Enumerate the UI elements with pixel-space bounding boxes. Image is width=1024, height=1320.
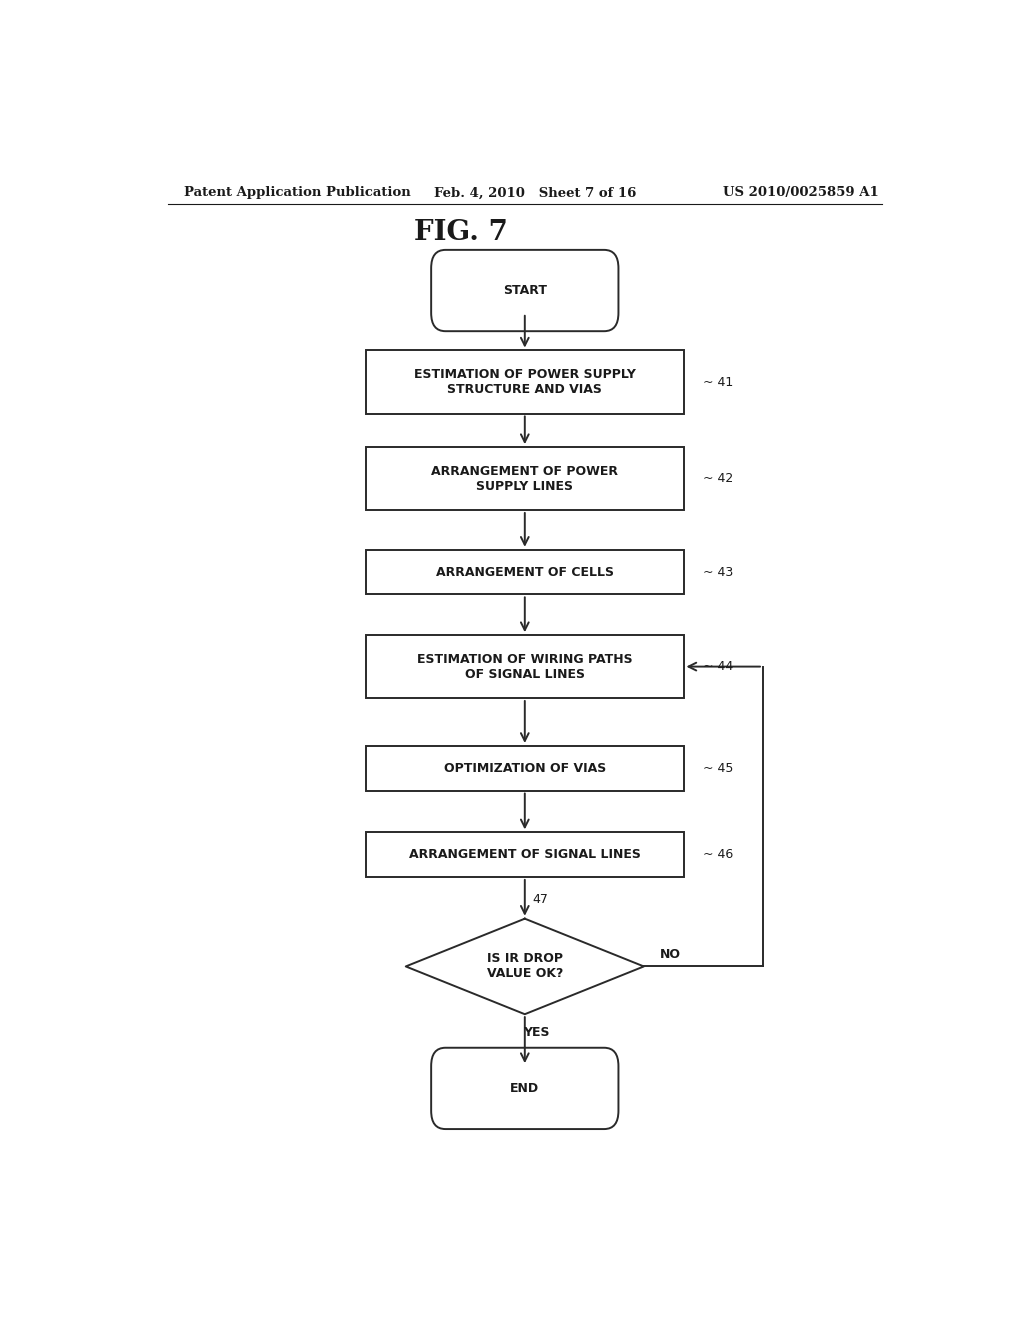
Text: ~ 42: ~ 42 — [703, 473, 733, 484]
Text: ARRANGEMENT OF POWER
SUPPLY LINES: ARRANGEMENT OF POWER SUPPLY LINES — [431, 465, 618, 492]
FancyBboxPatch shape — [367, 833, 684, 876]
FancyBboxPatch shape — [431, 249, 618, 331]
FancyBboxPatch shape — [367, 746, 684, 791]
FancyBboxPatch shape — [367, 549, 684, 594]
Polygon shape — [406, 919, 644, 1014]
Text: ~ 46: ~ 46 — [703, 849, 733, 861]
Text: ESTIMATION OF WIRING PATHS
OF SIGNAL LINES: ESTIMATION OF WIRING PATHS OF SIGNAL LIN… — [417, 652, 633, 681]
Text: 47: 47 — [532, 894, 549, 907]
FancyBboxPatch shape — [367, 351, 684, 413]
Text: IS IR DROP
VALUE OK?: IS IR DROP VALUE OK? — [486, 953, 563, 981]
Text: ~ 44: ~ 44 — [703, 660, 733, 673]
Text: NO: NO — [659, 948, 681, 961]
Text: START: START — [503, 284, 547, 297]
Text: Patent Application Publication: Patent Application Publication — [183, 186, 411, 199]
Text: OPTIMIZATION OF VIAS: OPTIMIZATION OF VIAS — [443, 762, 606, 775]
Text: ~ 45: ~ 45 — [703, 762, 734, 775]
Text: YES: YES — [523, 1027, 550, 1039]
Text: ~ 41: ~ 41 — [703, 375, 733, 388]
Text: ~ 43: ~ 43 — [703, 565, 733, 578]
Text: ESTIMATION OF POWER SUPPLY
STRUCTURE AND VIAS: ESTIMATION OF POWER SUPPLY STRUCTURE AND… — [414, 368, 636, 396]
FancyBboxPatch shape — [431, 1048, 618, 1129]
Text: END: END — [510, 1082, 540, 1094]
Text: ARRANGEMENT OF SIGNAL LINES: ARRANGEMENT OF SIGNAL LINES — [409, 849, 641, 861]
FancyBboxPatch shape — [367, 447, 684, 510]
FancyBboxPatch shape — [367, 635, 684, 698]
Text: ARRANGEMENT OF CELLS: ARRANGEMENT OF CELLS — [436, 565, 613, 578]
Text: US 2010/0025859 A1: US 2010/0025859 A1 — [723, 186, 879, 199]
Text: FIG. 7: FIG. 7 — [415, 219, 508, 246]
Text: Feb. 4, 2010   Sheet 7 of 16: Feb. 4, 2010 Sheet 7 of 16 — [433, 186, 636, 199]
